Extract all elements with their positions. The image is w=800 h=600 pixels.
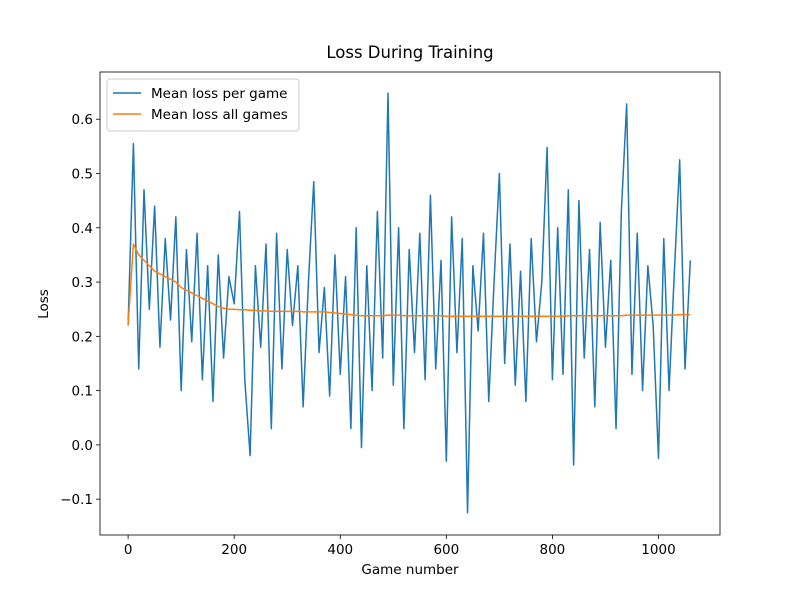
y-tick-label: 0.2 [72,329,93,345]
plot-frame [99,71,721,536]
y-tick-label: 0.3 [72,275,93,291]
y-tick-label: 0.1 [72,384,93,400]
x-tick-label: 0 [124,542,133,558]
x-tick-label: 200 [221,542,247,558]
y-tick-label: 0.5 [72,167,93,183]
x-tick-label: 600 [433,542,459,558]
x-axis-label: Game number [361,562,459,578]
data-line [127,92,692,514]
y-tick-label: 0.0 [72,438,93,454]
chart-title: Loss During Training [326,43,493,62]
y-tick-label: 0.4 [72,221,93,237]
legend-label: Mean loss per game [151,86,287,102]
legend-label: Mean loss all games [151,107,288,123]
y-tick-label: −0.1 [60,492,93,508]
data-line [127,243,691,326]
x-tick-label: 400 [327,542,353,558]
y-tick-label: 0.6 [72,112,93,128]
x-tick-label: 800 [540,542,566,558]
legend-box [106,78,300,132]
y-axis-label: Loss [36,289,52,319]
x-tick-label: 1000 [641,542,675,558]
